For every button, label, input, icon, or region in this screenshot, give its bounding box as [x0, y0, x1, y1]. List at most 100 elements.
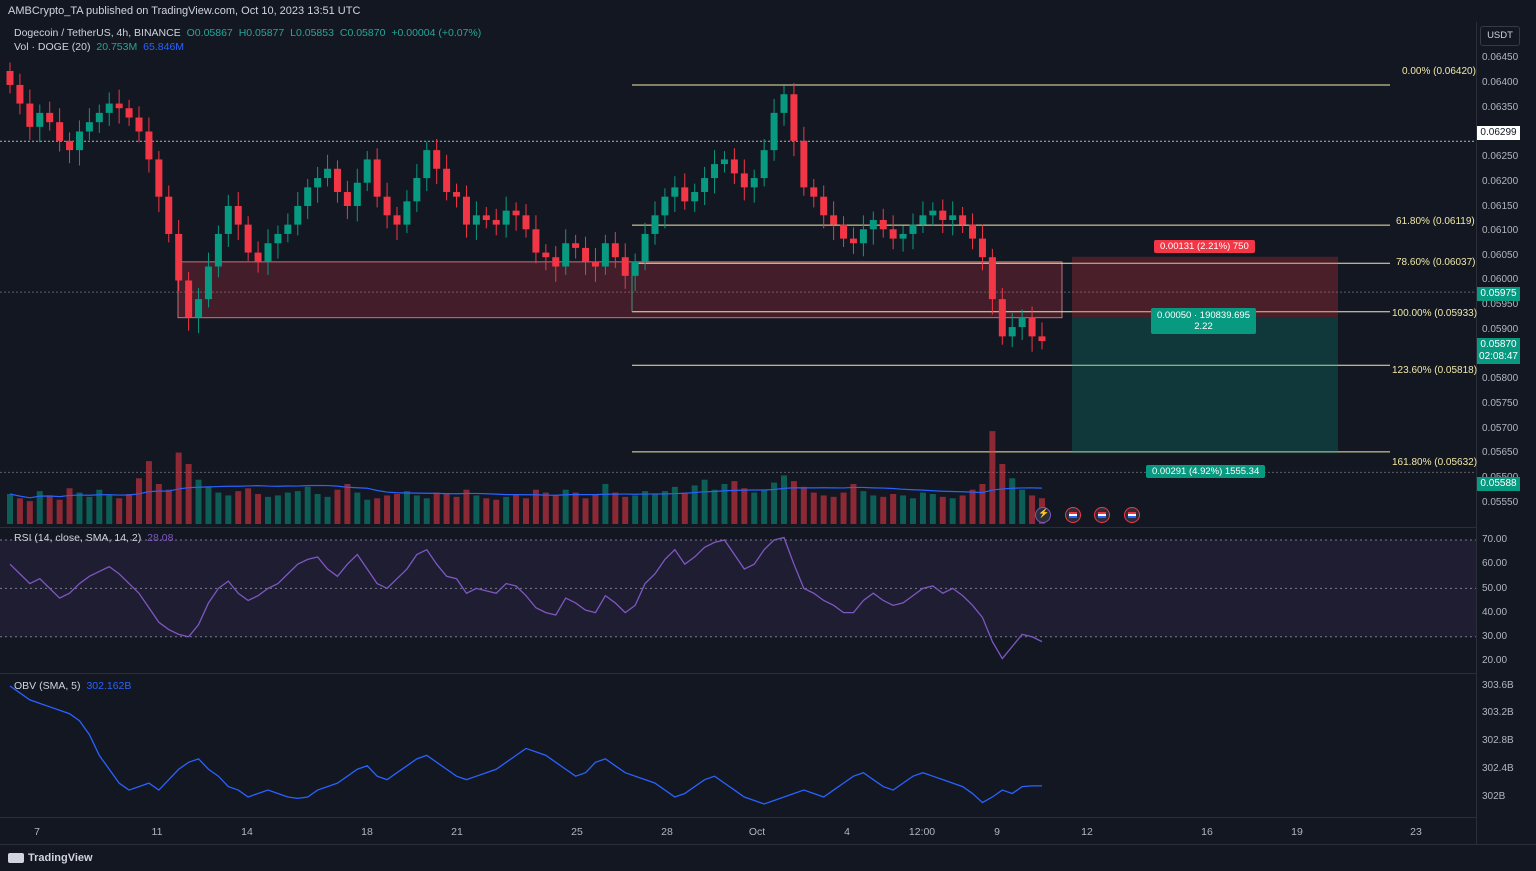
candle-body	[413, 178, 421, 202]
volume-bar	[284, 492, 291, 524]
volume-bar	[642, 491, 649, 524]
candle-body	[621, 257, 629, 276]
candle-body	[631, 261, 639, 276]
stop-loss-label[interactable]: 0.00131 (2.21%) 750	[1154, 240, 1255, 253]
candle-body	[26, 103, 34, 127]
volume-bar	[731, 481, 738, 524]
candle-body	[552, 257, 560, 267]
volume-bar	[721, 484, 728, 524]
candle-body	[343, 192, 351, 206]
volume-bar	[751, 492, 758, 524]
volume-bar	[413, 495, 420, 524]
last-price-tag: 0.05870 02:08:47	[1477, 338, 1520, 364]
volume-bar	[86, 496, 93, 524]
tradingview-logo[interactable]: TradingView	[8, 852, 93, 864]
candle-body	[810, 187, 818, 197]
volume-bar	[225, 495, 232, 524]
obv-legend: OBV (SMA, 5) 302.162B	[14, 680, 134, 692]
volume-bar	[870, 495, 877, 524]
volume-bar	[215, 492, 222, 524]
candle-body	[522, 215, 530, 230]
volume-bar	[771, 482, 778, 524]
time-tick: 7	[34, 826, 40, 838]
candle-body	[582, 247, 590, 262]
take-profit-label[interactable]: 0.00291 (4.92%) 1555.34	[1146, 465, 1266, 478]
volume-bar	[36, 491, 43, 524]
price-tag-mark: 0.05975	[1477, 287, 1520, 301]
volume-bar	[632, 495, 639, 524]
publisher-text: AMBCrypto_TA published on TradingView.co…	[8, 5, 361, 17]
volume-bar	[7, 494, 13, 524]
time-tick: 19	[1291, 826, 1303, 838]
candle-body	[145, 131, 153, 160]
candle-body	[929, 210, 937, 216]
ohlc-open: O0.05867	[186, 27, 233, 39]
symbol-name[interactable]: Dogecoin / TetherUS, 4h, BINANCE	[14, 27, 181, 39]
fib-label-0: 0.00% (0.06420)	[1402, 66, 1476, 77]
time-tick: 11	[151, 826, 163, 838]
price-tick: 0.06250	[1482, 151, 1519, 162]
volume-bar	[374, 498, 381, 524]
rsi-line	[9, 536, 1043, 660]
pane-separator-rsi[interactable]	[0, 527, 1476, 528]
us-flag-event-icon[interactable]	[1094, 507, 1110, 523]
volume-legend: Vol · DOGE (20) 20.753M 65.846M	[14, 41, 187, 53]
volume-bar	[562, 489, 569, 524]
volume-bar	[840, 492, 847, 524]
volume-bar	[552, 495, 559, 524]
volume-bar	[255, 494, 262, 524]
candle-body	[472, 215, 480, 225]
rsi-label[interactable]: RSI (14, close, SMA, 14, 2)	[14, 532, 142, 544]
candle-body	[611, 243, 619, 258]
candle-body	[512, 210, 520, 216]
candle-body	[661, 196, 669, 216]
volume-bar	[245, 488, 252, 524]
candle-body	[502, 210, 510, 225]
volume-bar	[116, 498, 123, 524]
time-axis[interactable]	[0, 817, 1476, 845]
currency-button[interactable]: USDT	[1480, 26, 1520, 46]
candle-body	[949, 215, 957, 220]
candle-body	[840, 224, 848, 239]
candle-body	[720, 159, 728, 165]
price-tick: 0.06400	[1482, 77, 1519, 88]
volume-bar	[513, 494, 520, 524]
candle-body	[125, 108, 133, 118]
candle-body	[909, 224, 917, 234]
time-tick: 9	[994, 826, 1000, 838]
price-tick: 0.05750	[1482, 398, 1519, 409]
candle-body	[155, 159, 163, 197]
take-profit-zone	[1072, 317, 1338, 454]
volume-bar	[900, 495, 907, 524]
candle-body	[443, 168, 451, 193]
candle-body	[264, 243, 272, 262]
rsi-tick: 60.00	[1482, 558, 1508, 569]
volume-bar	[989, 431, 996, 524]
candle-body	[294, 206, 302, 225]
us-flag-event-icon[interactable]	[1065, 507, 1081, 523]
candle-body	[254, 252, 262, 262]
price-axis[interactable]	[1476, 22, 1536, 844]
volume-bar	[46, 495, 53, 524]
volume-bar	[96, 489, 103, 524]
volume-bar	[939, 496, 946, 524]
volume-bar	[274, 495, 281, 524]
volume-label[interactable]: Vol · DOGE (20)	[14, 41, 91, 53]
chart-canvas[interactable]	[0, 0, 1476, 844]
candle-body	[711, 164, 719, 179]
volume-bar	[880, 496, 887, 524]
obv-label[interactable]: OBV (SMA, 5)	[14, 680, 81, 692]
pane-separator-obv[interactable]	[0, 673, 1476, 674]
bolt-event-icon[interactable]	[1035, 507, 1051, 523]
volume-bar	[532, 489, 539, 524]
obv-tick: 302.8B	[1482, 735, 1514, 746]
candle-body	[373, 159, 381, 197]
volume-bar	[503, 496, 510, 524]
us-flag-event-icon[interactable]	[1124, 507, 1140, 523]
rsi-tick: 20.00	[1482, 655, 1508, 666]
entry-label[interactable]: 0.00050 · 190839.695 2.22	[1151, 308, 1256, 334]
candle-body	[453, 192, 461, 197]
candle-body	[36, 112, 44, 127]
volume-bar	[671, 486, 678, 524]
ohlc-high: H0.05877	[238, 27, 285, 39]
